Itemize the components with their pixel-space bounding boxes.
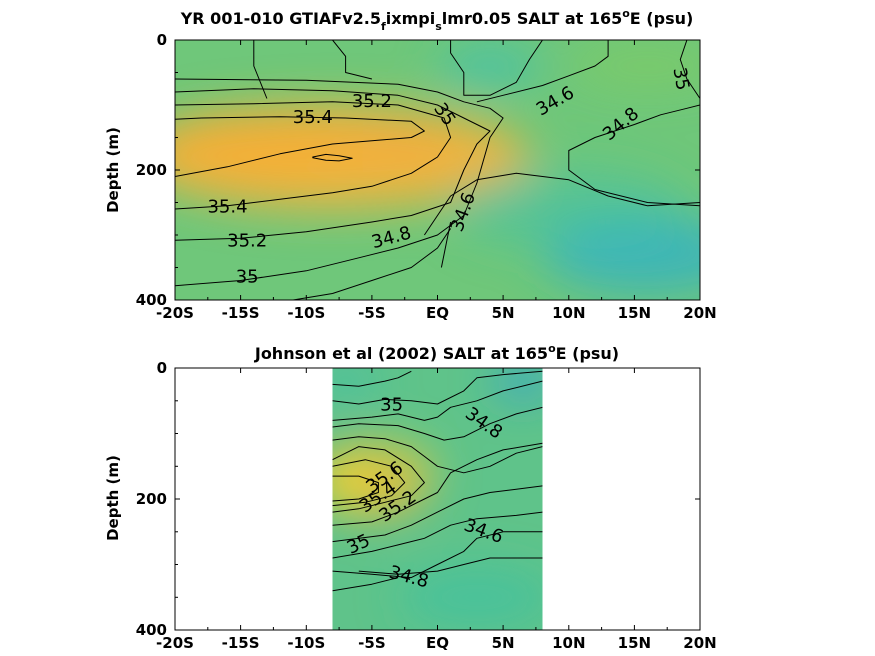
panel-model-ylabel: Depth (m) — [104, 127, 122, 213]
field-patch-2 — [332, 121, 464, 167]
contour-line-7 — [423, 172, 700, 236]
contour-line-6 — [253, 40, 268, 99]
contour-line-5 — [332, 40, 373, 80]
contour-line-5 — [332, 446, 425, 513]
field-patch-3 — [437, 49, 543, 83]
panel-obs: Johnson et al (2002) SALT at 165oE (psu)… — [104, 342, 717, 652]
panel-model-title: YR 001-010 GTIAFv2.5fixmpislmr0.05 SALT … — [180, 7, 694, 33]
x-tick-label: 10N — [552, 634, 585, 652]
contour-line-8 — [332, 442, 543, 526]
x-tick-label: 15N — [618, 634, 651, 652]
x-tick-label: EQ — [426, 634, 449, 652]
contour-line-12 — [679, 40, 700, 99]
contour-line-10 — [332, 511, 543, 559]
contour-line-1 — [332, 370, 543, 405]
x-tick-label: 5N — [492, 634, 515, 652]
contour-line-12 — [332, 577, 399, 592]
contour-line-1 — [175, 101, 452, 210]
contour-line-9 — [332, 485, 543, 543]
contour-line-11 — [332, 531, 543, 579]
contour-line-13 — [312, 153, 353, 162]
x-tick-label: -5S — [358, 634, 385, 652]
x-tick-label: EQ — [426, 304, 449, 322]
y-tick-label: 0 — [157, 359, 167, 377]
x-tick-label: 10N — [552, 304, 585, 322]
salinity-field — [175, 40, 700, 300]
contour-label: 35.4 — [207, 197, 247, 218]
y-tick-label: 400 — [136, 621, 167, 639]
panel-obs-title: Johnson et al (2002) SALT at 165oE (psu) — [254, 342, 619, 363]
x-tick-label: -10S — [287, 304, 325, 322]
field-patch-6 — [568, 46, 700, 86]
contour-line-4 — [293, 228, 452, 300]
y-tick-label: 200 — [136, 490, 167, 508]
contour-lines — [332, 370, 543, 592]
contour-label: 35.2 — [352, 91, 392, 112]
y-tick-label: 0 — [157, 31, 167, 49]
contour-line-0 — [175, 116, 425, 177]
y-tick-label: 200 — [136, 161, 167, 179]
field-patch-5 — [398, 567, 543, 627]
field-patch-3 — [332, 368, 379, 395]
x-tick-label: -15S — [222, 634, 260, 652]
x-tick-label: 20N — [683, 304, 716, 322]
contour-line-8 — [440, 221, 452, 268]
contour-line-13 — [358, 557, 543, 575]
y-tick-label: 400 — [136, 291, 167, 309]
x-tick-label: 15N — [618, 304, 651, 322]
x-tick-label: 5N — [492, 304, 515, 322]
x-tick-label: -20S — [156, 634, 194, 652]
contour-line-7 — [332, 475, 379, 502]
contour-line-11 — [568, 104, 700, 207]
field-patch-2 — [358, 440, 438, 493]
x-tick-label: 20N — [683, 634, 716, 652]
contour-label: 35 — [668, 66, 693, 92]
field-patch-5 — [450, 170, 687, 248]
contour-label: 35 — [380, 394, 403, 415]
x-tick-label: -20S — [156, 304, 194, 322]
contour-line-3 — [175, 78, 504, 287]
salinity-field — [332, 368, 543, 630]
contour-line-2 — [332, 380, 543, 421]
contour-line-4 — [332, 436, 543, 474]
contour-line-10 — [450, 40, 543, 96]
contour-line-0 — [332, 370, 412, 387]
x-tick-label: -15S — [222, 304, 260, 322]
contour-line-6 — [332, 459, 406, 507]
contour-line-3 — [332, 406, 543, 441]
panel-model: YR 001-010 GTIAFv2.5fixmpislmr0.05 SALT … — [104, 7, 717, 322]
field-patch-1 — [175, 108, 359, 180]
contour-line-2 — [175, 88, 491, 241]
x-tick-label: -5S — [358, 304, 385, 322]
contour-lines — [175, 40, 700, 300]
contour-label: 35.2 — [227, 231, 267, 252]
contour-label: 35.4 — [293, 107, 333, 128]
panel-obs-ylabel: Depth (m) — [104, 455, 122, 541]
contour-label: 35 — [236, 266, 259, 287]
x-tick-label: -10S — [287, 634, 325, 652]
contour-line-9 — [476, 40, 609, 103]
